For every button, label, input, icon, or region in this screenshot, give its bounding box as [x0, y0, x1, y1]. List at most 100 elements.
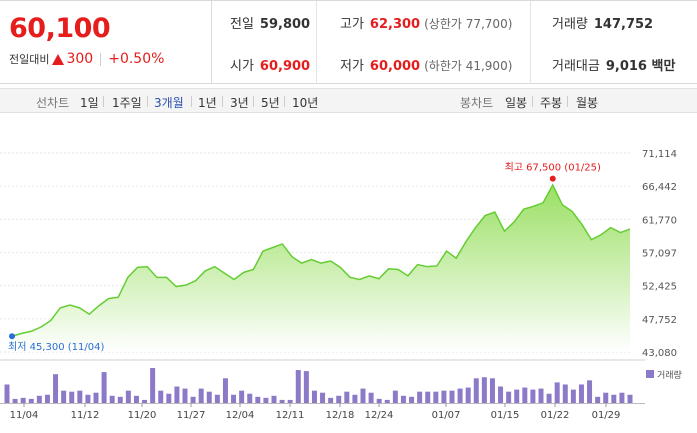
volume-bar — [587, 380, 593, 403]
trade-amount: 거래대금 9,016 백만 — [552, 55, 675, 74]
period-1y[interactable]: 1년 — [198, 96, 217, 110]
divider — [100, 52, 102, 66]
volume-bar — [538, 388, 544, 403]
volume-bar — [77, 390, 83, 403]
volume-bar — [530, 389, 536, 403]
high-value: 62,300 — [369, 17, 421, 32]
y-tick-label: 57,097 — [642, 249, 677, 260]
volume-bar — [255, 396, 261, 403]
volume-legend-swatch — [646, 370, 654, 378]
period-3y[interactable]: 3년 — [230, 96, 249, 110]
volume-bar — [376, 398, 382, 403]
divider — [567, 96, 568, 107]
volume-bar — [231, 394, 237, 403]
volume-bar — [384, 399, 390, 403]
x-tick-label: 11/27 — [177, 410, 206, 421]
y-tick-label: 47,752 — [642, 315, 677, 326]
volume-bar — [514, 389, 520, 403]
divider — [532, 96, 533, 107]
volume-bar — [425, 391, 431, 403]
volume-bar — [101, 372, 107, 403]
volume-bar — [279, 399, 285, 403]
y-tick-label: 43,080 — [642, 348, 677, 359]
volume-bar — [578, 384, 584, 403]
candle-weekly[interactable]: 주봉 — [540, 96, 563, 110]
volume-bar — [409, 396, 415, 403]
volume-bar — [417, 391, 423, 403]
low-value: 60,000 — [369, 59, 421, 74]
chart-toolbar: 선차트 1일 1주일 3개월 1년 3년 5년 10년 봉차트 일봉 주봉 월봉 — [0, 88, 697, 113]
volume-bar — [214, 394, 220, 403]
change-percent: +0.50% — [108, 51, 165, 67]
x-tick-label: 11/20 — [128, 410, 157, 421]
period-5y[interactable]: 5년 — [261, 96, 280, 110]
price-chart: 71,114 66,442 61,770 57,097 52,425 47,752 43,0… — [0, 149, 682, 421]
price-line — [11, 183, 631, 337]
low-label: 저가 — [340, 59, 364, 74]
volume-bar — [392, 390, 398, 403]
volume-bar — [360, 388, 366, 403]
volume-bar — [465, 387, 471, 403]
x-tick-label: 12/04 — [226, 410, 255, 421]
volume-bar — [263, 397, 269, 403]
volume-bar — [603, 392, 609, 403]
volume-bar — [93, 392, 99, 403]
x-tick-label: 11/12 — [71, 410, 100, 421]
x-tick-label: 12/18 — [326, 410, 355, 421]
volume-bar — [133, 395, 139, 403]
max-point-marker — [549, 175, 556, 182]
open-label: 시가 — [230, 59, 254, 74]
volume-bar — [166, 393, 172, 403]
volume-bar — [222, 378, 228, 403]
volume-bar — [627, 394, 633, 403]
volume-bar — [595, 396, 601, 403]
period-1w[interactable]: 1주일 — [112, 96, 142, 110]
volume-bar — [271, 395, 277, 403]
volume-bar — [190, 396, 196, 403]
max-label: 최고 67,500 (01/25) — [505, 162, 601, 174]
volume-bar — [239, 390, 245, 403]
prev-close-value: 59,800 — [259, 17, 311, 32]
divider — [284, 96, 285, 107]
line-chart-label: 선차트 — [36, 96, 70, 110]
volume-label: 거래량 — [552, 17, 588, 32]
volume-bar — [4, 384, 10, 403]
x-tick-label: 12/11 — [276, 410, 305, 421]
volume-bar — [61, 390, 67, 403]
volume-bar — [400, 395, 406, 403]
candle-monthly[interactable]: 월봉 — [576, 96, 599, 110]
period-1d[interactable]: 1일 — [80, 96, 99, 110]
volume-bar — [506, 391, 512, 403]
volume-bar — [441, 390, 447, 403]
volume-bar — [53, 374, 59, 403]
period-3m[interactable]: 3개월 — [154, 96, 184, 110]
volume-legend-label: 거래량 — [657, 369, 682, 381]
high-price: 고가 62,300 (상한가 77,700) — [340, 13, 512, 32]
price-box: 60,100 전일대비 300 +0.50% — [0, 1, 212, 84]
x-tick-label: 01/07 — [432, 410, 461, 421]
volume-bar — [85, 394, 91, 403]
divider — [316, 1, 317, 84]
volume-bar — [198, 388, 204, 403]
y-tick-label: 71,114 — [642, 149, 677, 160]
volume-bar — [562, 384, 568, 403]
volume-bar — [28, 398, 34, 403]
min-point-marker — [9, 333, 15, 340]
quote-summary: 60,100 전일대비 300 +0.50% 전일 59,800 고가 62,300… — [0, 0, 697, 84]
divider — [147, 96, 148, 107]
volume-bar — [336, 395, 342, 403]
volume-bar — [522, 387, 528, 403]
volume-bar — [125, 390, 131, 403]
change-label: 전일대비 — [9, 53, 50, 66]
volume-bar — [546, 393, 552, 403]
volume-bar — [182, 388, 188, 403]
prev-close: 전일 59,800 — [230, 13, 310, 32]
volume-bar — [352, 394, 358, 403]
change-amount: 300 — [66, 51, 94, 67]
volume-bar — [449, 390, 455, 403]
volume-bar — [36, 395, 42, 403]
volume-bar — [174, 386, 180, 403]
volume-bar — [611, 394, 617, 403]
period-10y[interactable]: 10년 — [292, 96, 319, 110]
candle-daily[interactable]: 일봉 — [505, 96, 528, 110]
